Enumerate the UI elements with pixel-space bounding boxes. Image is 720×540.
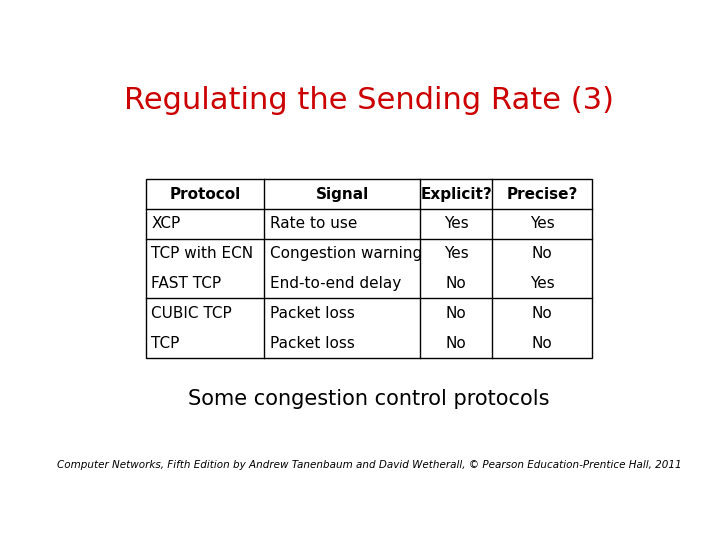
- Text: Protocol: Protocol: [169, 186, 240, 201]
- Text: Yes: Yes: [444, 217, 469, 231]
- Text: Yes: Yes: [530, 217, 554, 231]
- Text: Rate to use: Rate to use: [270, 217, 357, 231]
- Text: Some congestion control protocols: Some congestion control protocols: [188, 389, 550, 409]
- Text: No: No: [446, 306, 467, 321]
- Text: FAST TCP: FAST TCP: [151, 276, 222, 291]
- Text: No: No: [531, 306, 552, 321]
- Text: End-to-end delay: End-to-end delay: [270, 276, 401, 291]
- Text: Congestion warning: Congestion warning: [270, 246, 422, 261]
- Text: Yes: Yes: [530, 276, 554, 291]
- Text: XCP: XCP: [151, 217, 181, 231]
- Text: Explicit?: Explicit?: [420, 186, 492, 201]
- Text: Regulating the Sending Rate (3): Regulating the Sending Rate (3): [124, 85, 614, 114]
- Text: No: No: [446, 276, 467, 291]
- Text: No: No: [446, 335, 467, 350]
- Text: TCP: TCP: [151, 335, 180, 350]
- Text: Packet loss: Packet loss: [270, 335, 354, 350]
- Text: No: No: [531, 246, 552, 261]
- Text: CUBIC TCP: CUBIC TCP: [151, 306, 232, 321]
- Text: Yes: Yes: [444, 246, 469, 261]
- Text: Computer Networks, Fifth Edition by Andrew Tanenbaum and David Wetherall, © Pear: Computer Networks, Fifth Edition by Andr…: [57, 460, 681, 470]
- Text: Precise?: Precise?: [506, 186, 577, 201]
- Text: Packet loss: Packet loss: [270, 306, 354, 321]
- Text: TCP with ECN: TCP with ECN: [151, 246, 253, 261]
- Text: No: No: [531, 335, 552, 350]
- Text: Signal: Signal: [315, 186, 369, 201]
